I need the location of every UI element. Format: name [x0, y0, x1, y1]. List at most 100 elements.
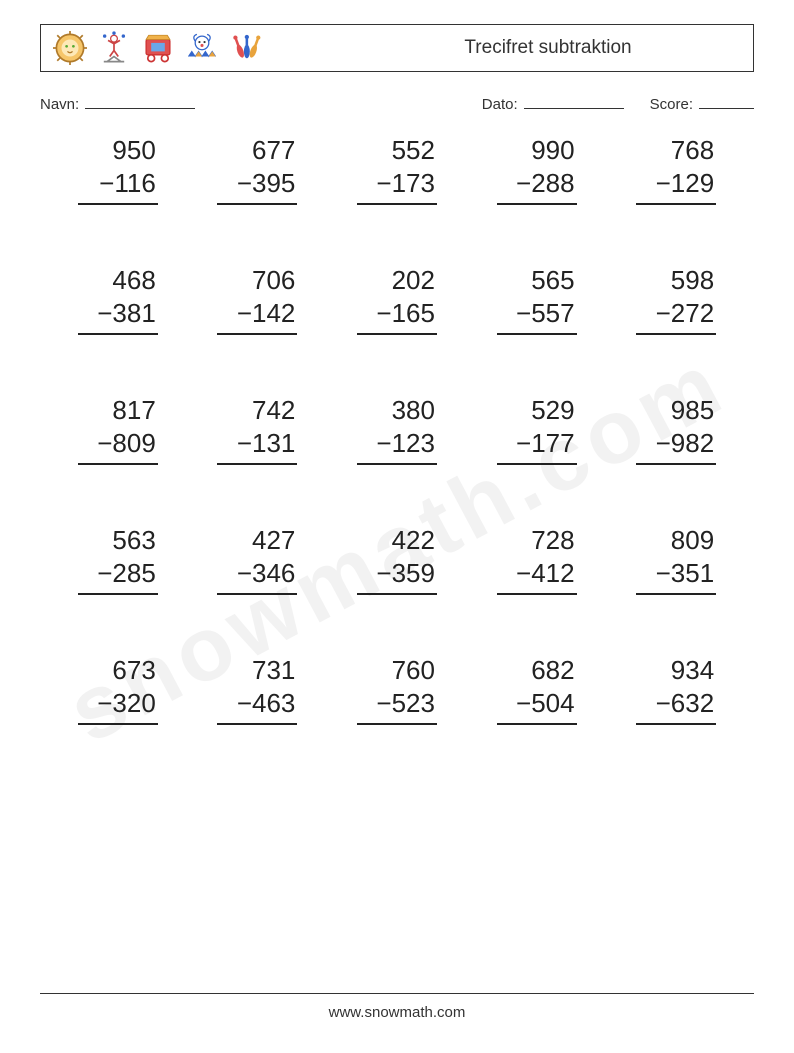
minus-sign: − — [656, 298, 671, 328]
minuend: 809 — [636, 525, 716, 556]
subtrahend: 346 — [252, 558, 295, 588]
subtrahend-row: −504 — [497, 688, 577, 725]
problem-r4-c4: 728−412 — [467, 525, 607, 595]
score-blank[interactable] — [699, 92, 754, 109]
minuend: 731 — [217, 655, 297, 686]
subtrahend: 381 — [112, 298, 155, 328]
subtrahend: 165 — [392, 298, 435, 328]
problem-r4-c5: 809−351 — [606, 525, 746, 595]
subtrahend-row: −288 — [497, 168, 577, 205]
minus-sign: − — [237, 558, 252, 588]
subtrahend: 523 — [392, 688, 435, 718]
subtrahend: 412 — [531, 558, 574, 588]
minus-sign: − — [376, 558, 391, 588]
subtrahend-row: −809 — [78, 428, 158, 465]
subtrahend: 504 — [531, 688, 574, 718]
subtrahend: 395 — [252, 168, 295, 198]
minuend: 760 — [357, 655, 437, 686]
problem-r1-c4: 990−288 — [467, 135, 607, 205]
problem-r4-c1: 563−285 — [48, 525, 188, 595]
minuend: 552 — [357, 135, 437, 166]
minuend: 598 — [636, 265, 716, 296]
subtrahend: 320 — [112, 688, 155, 718]
footer-url: www.snowmath.com — [329, 1004, 466, 1021]
subtrahend: 129 — [671, 168, 714, 198]
clown-flags-icon — [185, 31, 219, 65]
name-label: Navn: — [40, 96, 79, 113]
problem-r5-c2: 731−463 — [188, 655, 328, 725]
problem-r1-c5: 768−129 — [606, 135, 746, 205]
problem-r4-c2: 427−346 — [188, 525, 328, 595]
subtrahend: 359 — [392, 558, 435, 588]
problem-r2-c1: 468−381 — [48, 265, 188, 335]
subtrahend-row: −165 — [357, 298, 437, 335]
footer-rule — [40, 993, 754, 994]
subtrahend-row: −346 — [217, 558, 297, 595]
problem-r4-c3: 422−359 — [327, 525, 467, 595]
problem-r5-c3: 760−523 — [327, 655, 467, 725]
minuend: 427 — [217, 525, 297, 556]
footer: www.snowmath.com — [0, 993, 794, 1021]
date-label: Dato: — [482, 96, 518, 113]
subtrahend: 177 — [531, 428, 574, 458]
subtrahend: 142 — [252, 298, 295, 328]
subtrahend-row: −351 — [636, 558, 716, 595]
subtrahend: 123 — [392, 428, 435, 458]
problem-r5-c5: 934−632 — [606, 655, 746, 725]
minus-sign: − — [656, 558, 671, 588]
minus-sign: − — [97, 428, 112, 458]
subtrahend-row: −116 — [78, 168, 158, 205]
minus-sign: − — [237, 428, 252, 458]
subtrahend: 557 — [531, 298, 574, 328]
minuend: 677 — [217, 135, 297, 166]
problem-r1-c3: 552−173 — [327, 135, 467, 205]
minus-sign: − — [376, 688, 391, 718]
minus-sign: − — [516, 298, 531, 328]
minus-sign: − — [516, 168, 531, 198]
minuend: 950 — [78, 135, 158, 166]
subtrahend-row: −123 — [357, 428, 437, 465]
problem-r3-c2: 742−131 — [188, 395, 328, 465]
minuend: 563 — [78, 525, 158, 556]
minus-sign: − — [656, 428, 671, 458]
minuend: 682 — [497, 655, 577, 686]
minuend: 706 — [217, 265, 297, 296]
subtrahend-row: −463 — [217, 688, 297, 725]
name-blank[interactable] — [85, 92, 195, 109]
circus-cart-icon — [141, 31, 175, 65]
minuend: 202 — [357, 265, 437, 296]
juggling-pins-icon — [229, 31, 263, 65]
subtrahend-row: −320 — [78, 688, 158, 725]
subtrahend: 351 — [671, 558, 714, 588]
minus-sign: − — [97, 688, 112, 718]
problem-r3-c4: 529−177 — [467, 395, 607, 465]
subtrahend-row: −557 — [497, 298, 577, 335]
subtrahend: 285 — [112, 558, 155, 588]
minuend: 422 — [357, 525, 437, 556]
minuend: 468 — [78, 265, 158, 296]
subtrahend: 809 — [112, 428, 155, 458]
minus-sign: − — [376, 168, 391, 198]
minuend: 817 — [78, 395, 158, 426]
problem-r2-c3: 202−165 — [327, 265, 467, 335]
worksheet-page: snowmath.com — [0, 0, 794, 1053]
minus-sign: − — [237, 298, 252, 328]
problem-r2-c4: 565−557 — [467, 265, 607, 335]
subtrahend: 173 — [392, 168, 435, 198]
subtrahend: 463 — [252, 688, 295, 718]
minus-sign: − — [516, 558, 531, 588]
subtrahend: 288 — [531, 168, 574, 198]
subtrahend-row: −285 — [78, 558, 158, 595]
subtrahend-row: −395 — [217, 168, 297, 205]
score-label: Score: — [650, 96, 693, 113]
minuend: 768 — [636, 135, 716, 166]
header-icons — [41, 25, 263, 71]
subtrahend-row: −142 — [217, 298, 297, 335]
minuend: 673 — [78, 655, 158, 686]
minus-sign: − — [99, 168, 114, 198]
minus-sign: − — [97, 558, 112, 588]
date-blank[interactable] — [524, 92, 624, 109]
problem-r2-c2: 706−142 — [188, 265, 328, 335]
subtrahend-row: −381 — [78, 298, 158, 335]
minuend: 728 — [497, 525, 577, 556]
